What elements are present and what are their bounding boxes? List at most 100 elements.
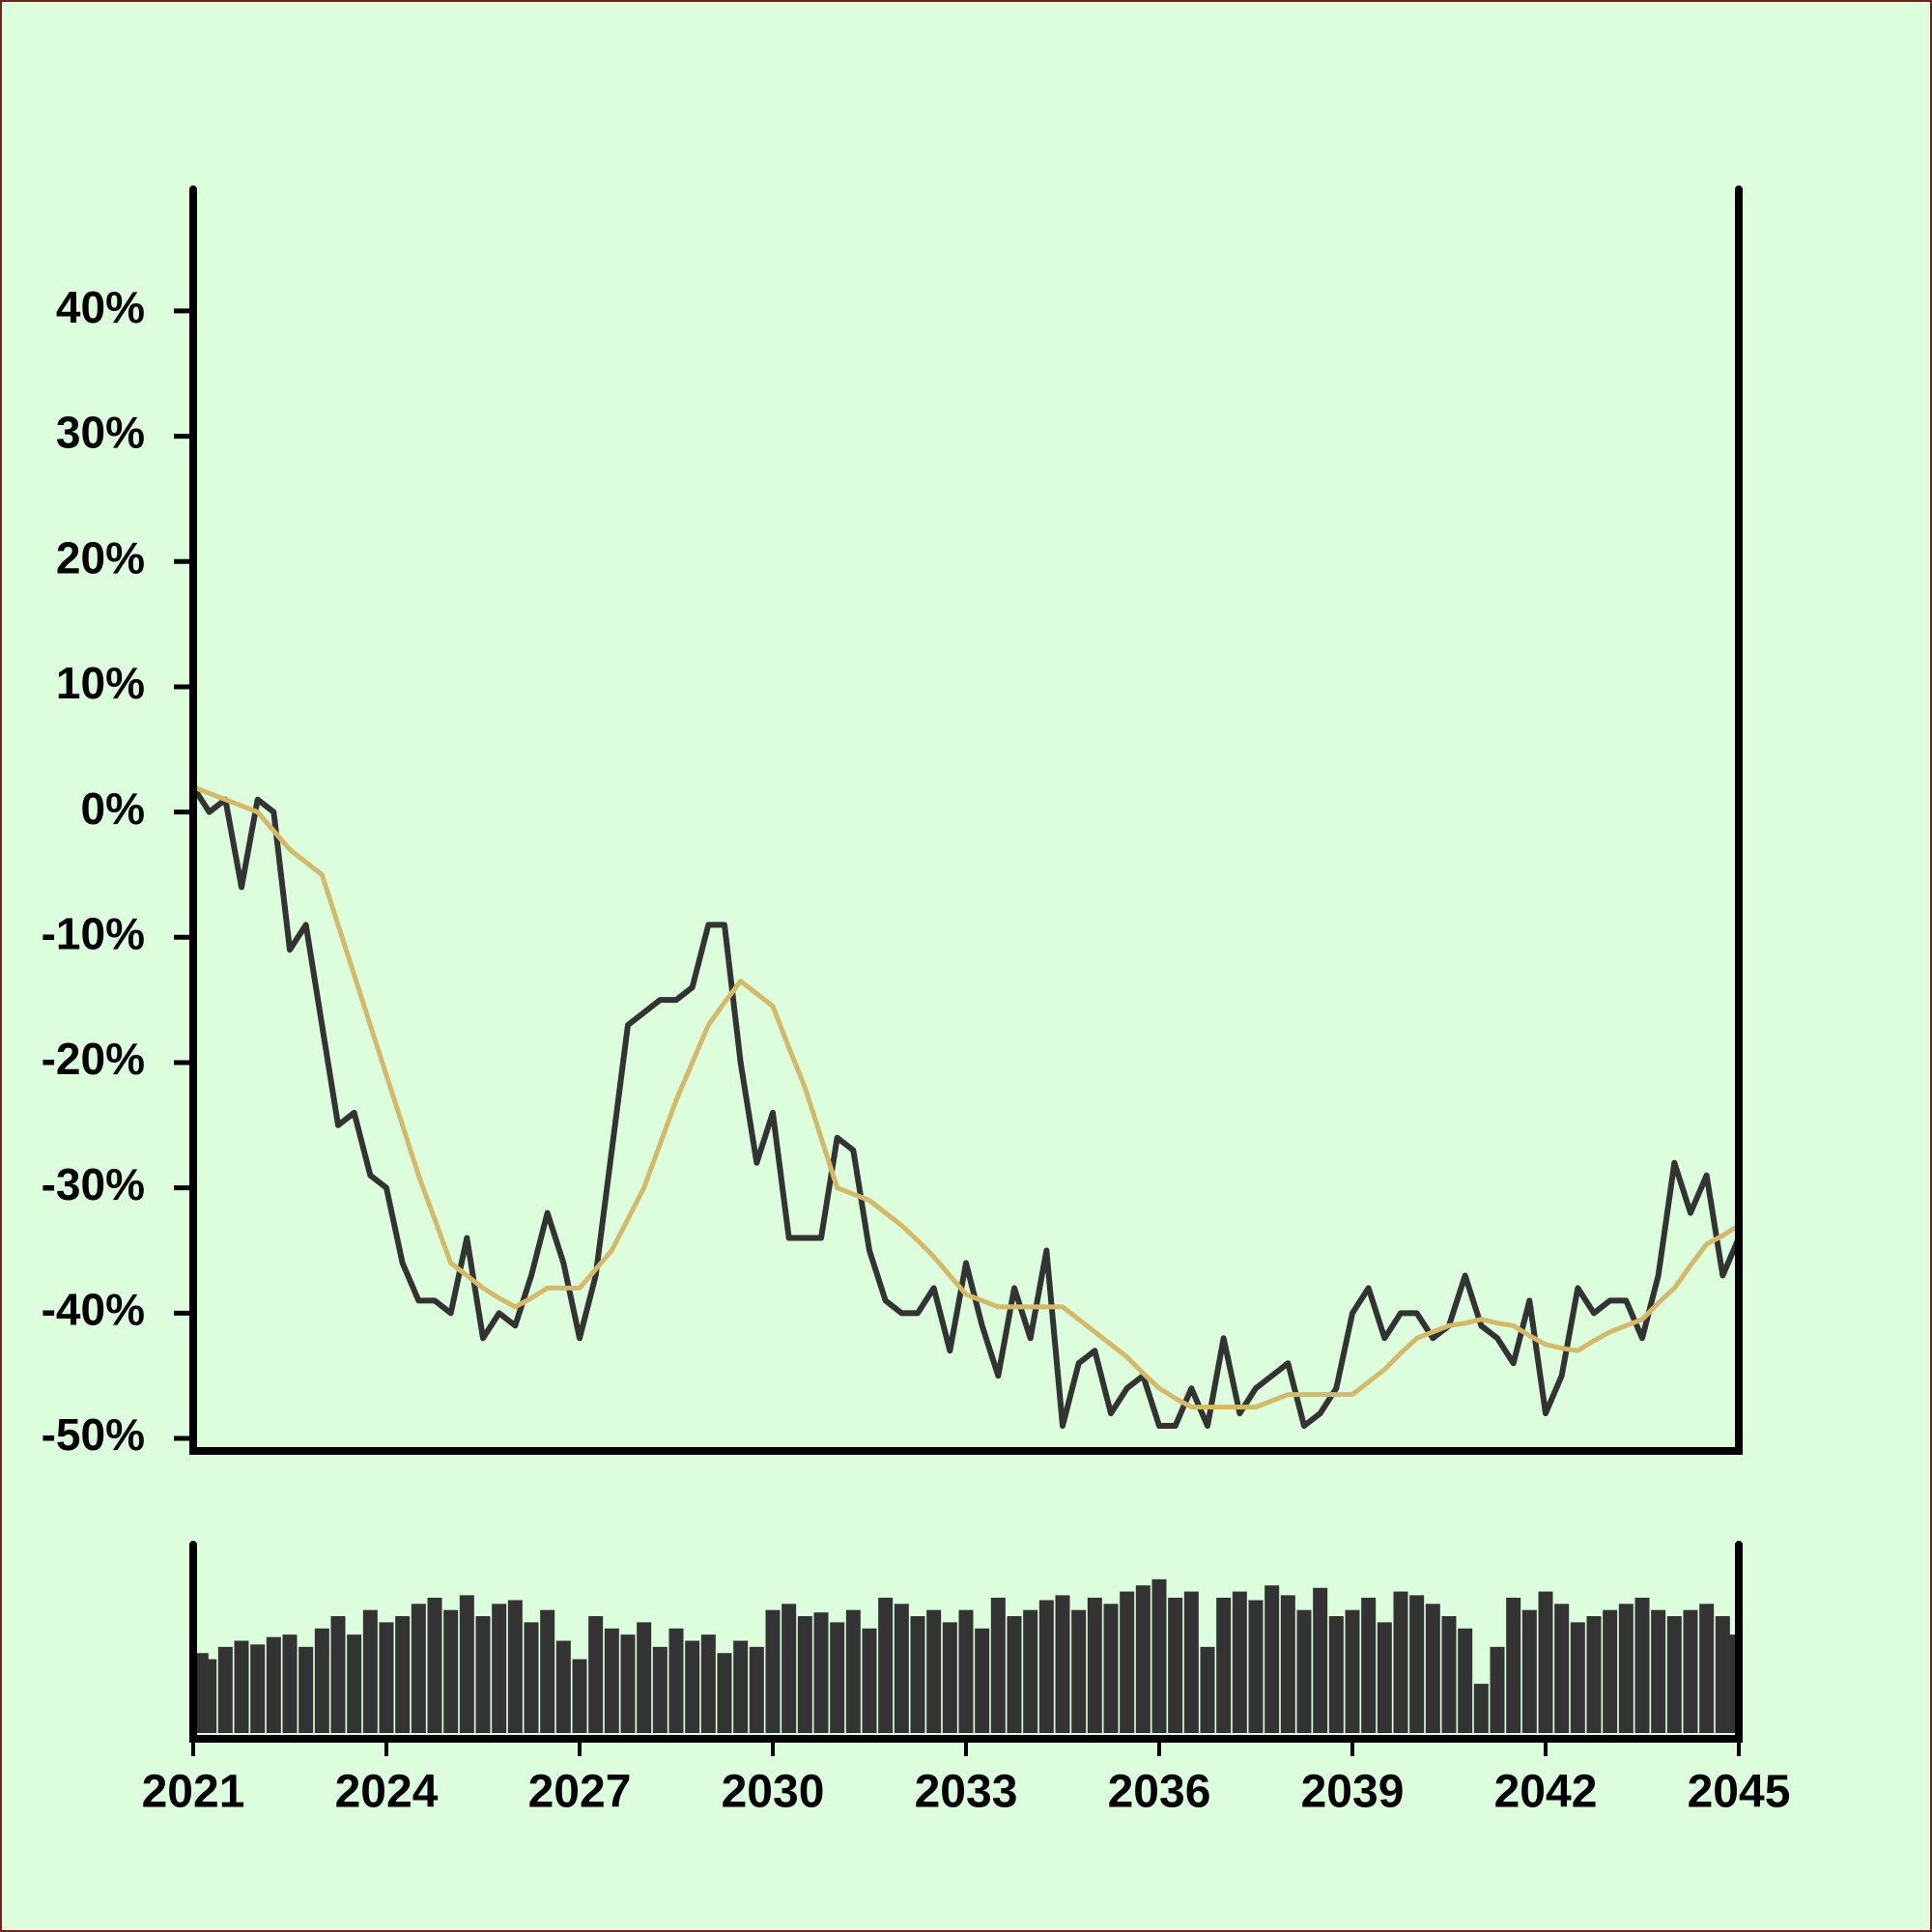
x-tick-label: 2039 xyxy=(1301,1767,1405,1818)
y-tick-label: -10% xyxy=(42,908,145,958)
volume-bar xyxy=(314,1628,329,1733)
volume-bar xyxy=(685,1640,700,1733)
x-tick-label: 2030 xyxy=(722,1767,825,1818)
volume-bar xyxy=(395,1616,411,1733)
volume-bar xyxy=(1007,1616,1022,1733)
volume-bar xyxy=(1490,1646,1505,1733)
volume-bar xyxy=(1506,1597,1521,1733)
volume-bar xyxy=(1651,1609,1666,1733)
volume-bar xyxy=(1248,1600,1264,1733)
volume-bar xyxy=(1087,1597,1102,1733)
volume-bar xyxy=(604,1628,619,1733)
volume-bar xyxy=(1328,1616,1344,1733)
volume-bar xyxy=(1377,1622,1392,1733)
volume-bar xyxy=(507,1600,523,1733)
x-tick-label: 2033 xyxy=(915,1767,1018,1818)
y-tick-label: -50% xyxy=(42,1409,145,1460)
y-tick-label: -30% xyxy=(42,1159,145,1209)
volume-bar xyxy=(1458,1628,1473,1733)
x-tick-label: 2024 xyxy=(335,1767,439,1818)
y-tick-label: 0% xyxy=(81,783,145,834)
volume-bar xyxy=(1473,1684,1489,1733)
volume-bar xyxy=(1521,1609,1537,1733)
volume-bar xyxy=(298,1646,314,1733)
volume-bar xyxy=(427,1597,442,1733)
volume-bar xyxy=(1603,1609,1618,1733)
volume-bar xyxy=(717,1653,732,1733)
volume-bar xyxy=(765,1609,781,1733)
volume-bar xyxy=(1151,1578,1167,1733)
volume-bar xyxy=(668,1628,684,1733)
volume-bar xyxy=(347,1634,362,1733)
volume-bar xyxy=(330,1616,346,1733)
volume-bar xyxy=(1393,1591,1408,1733)
x-tick-label: 2036 xyxy=(1108,1767,1211,1818)
volume-bar xyxy=(1345,1609,1360,1733)
volume-bar xyxy=(1361,1597,1377,1733)
axis-frame xyxy=(189,185,1743,1455)
volume-bar xyxy=(1103,1604,1119,1733)
x-tick-label: 2045 xyxy=(1688,1767,1791,1818)
x-tick-label: 2042 xyxy=(1494,1767,1598,1818)
volume-bar xyxy=(700,1634,716,1733)
volume-bar xyxy=(443,1609,459,1733)
volume-bar xyxy=(733,1640,749,1733)
volume-bar xyxy=(1038,1600,1054,1733)
volume-bar xyxy=(459,1595,474,1733)
volume-bar xyxy=(1232,1591,1247,1733)
volume-bar xyxy=(1586,1616,1602,1733)
volume-bar xyxy=(1618,1604,1634,1733)
volume-bar xyxy=(1425,1604,1440,1733)
volume-bar xyxy=(1264,1585,1280,1733)
volume-bar xyxy=(652,1646,668,1733)
volume-bar xyxy=(492,1604,507,1733)
volume-bar xyxy=(411,1604,426,1733)
y-tick-label: 20% xyxy=(56,532,145,582)
volume-bar xyxy=(637,1622,652,1733)
x-tick-label: 2027 xyxy=(528,1767,632,1818)
y-tick-label: 30% xyxy=(56,408,145,458)
volume-bar xyxy=(1538,1591,1553,1733)
volume-bar xyxy=(1055,1595,1070,1733)
volume-bar xyxy=(1280,1595,1295,1733)
volume-bar xyxy=(797,1616,812,1733)
volume-bar xyxy=(1216,1597,1232,1733)
y-tick-label: 10% xyxy=(56,658,145,708)
y-tick-label: 40% xyxy=(56,282,145,332)
volume-bar xyxy=(975,1628,990,1733)
volume-bar xyxy=(620,1634,636,1733)
volume-bar xyxy=(1570,1622,1585,1733)
y-tick-label: -40% xyxy=(42,1285,145,1335)
volume-bar xyxy=(749,1646,764,1733)
volume-bar xyxy=(1699,1604,1715,1733)
volume-bar xyxy=(942,1622,957,1733)
volume-bar xyxy=(845,1609,861,1733)
volume-bar xyxy=(1296,1609,1312,1733)
volume-bar xyxy=(910,1616,925,1733)
volume-bar xyxy=(1135,1585,1151,1733)
volume-bar xyxy=(958,1609,974,1733)
volume-bar xyxy=(572,1659,587,1733)
volume-bar xyxy=(1200,1646,1215,1733)
volume-bar xyxy=(862,1628,877,1733)
volume-bar xyxy=(555,1640,571,1733)
volume-bar xyxy=(1313,1587,1328,1733)
volume-bar xyxy=(475,1616,491,1733)
volume-bar xyxy=(1723,1634,1739,1733)
volume-bar xyxy=(234,1640,249,1733)
data-line xyxy=(192,784,1741,1410)
volume-bar xyxy=(878,1597,894,1733)
volume-bar xyxy=(250,1644,266,1733)
volume-bar xyxy=(524,1622,539,1733)
volume-bar xyxy=(830,1622,845,1733)
volume-bar xyxy=(1441,1616,1457,1733)
volume-bar xyxy=(1554,1604,1570,1733)
volume-bar xyxy=(217,1646,233,1733)
volume-bar xyxy=(1071,1609,1087,1733)
y-tick-label: -20% xyxy=(42,1034,145,1084)
volume-bar xyxy=(1183,1591,1199,1733)
volume-bar xyxy=(990,1597,1006,1733)
x-tick-label: 2021 xyxy=(142,1767,245,1818)
